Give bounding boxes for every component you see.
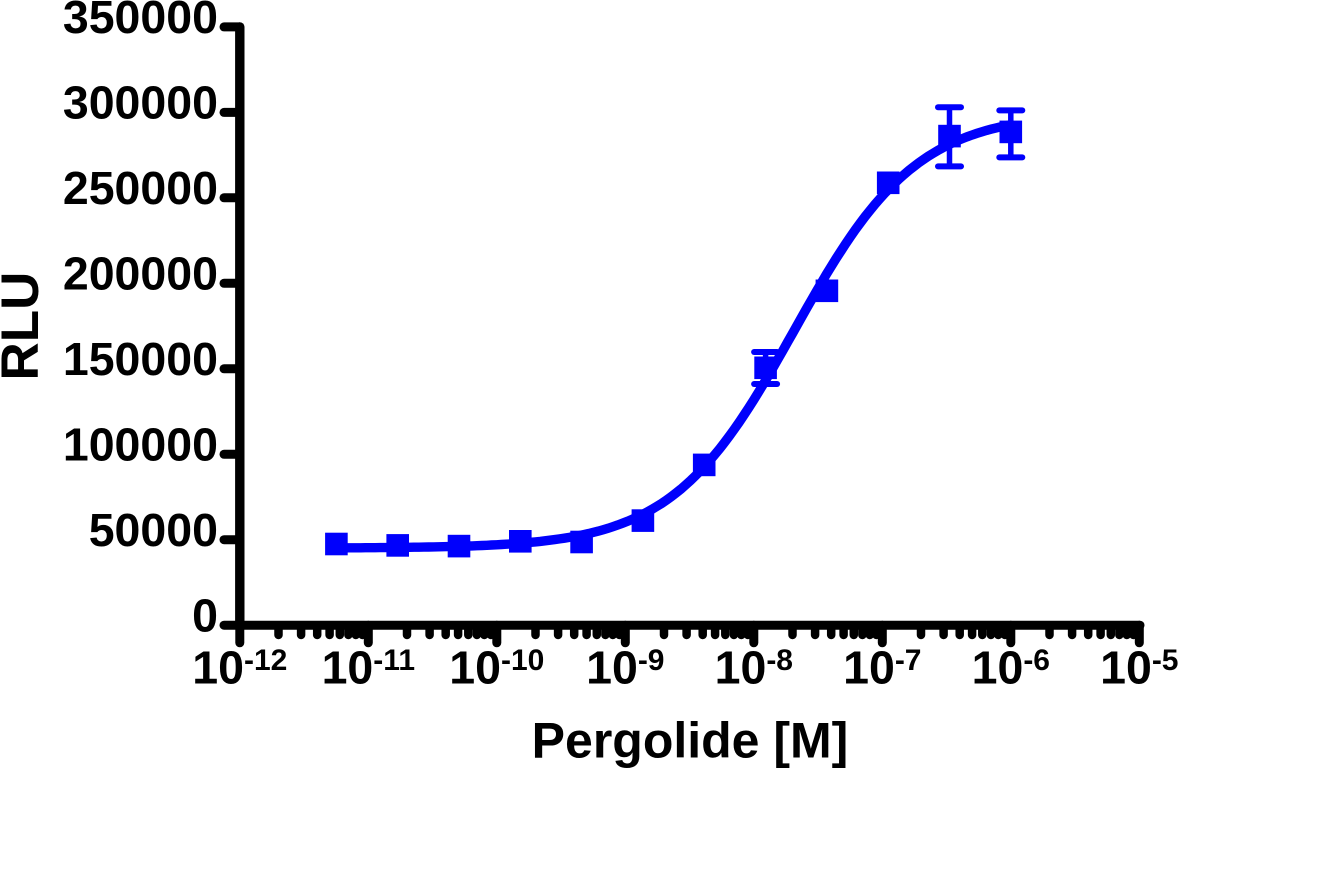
svg-text:0: 0 bbox=[192, 589, 218, 641]
svg-text:50000: 50000 bbox=[89, 504, 218, 556]
svg-text:10-7: 10-7 bbox=[843, 642, 921, 694]
svg-text:350000: 350000 bbox=[63, 0, 218, 43]
svg-text:300000: 300000 bbox=[63, 77, 218, 129]
svg-text:10-5: 10-5 bbox=[1100, 642, 1178, 694]
svg-text:Pergolide [M]: Pergolide [M] bbox=[532, 712, 849, 768]
svg-text:RLU: RLU bbox=[0, 272, 50, 381]
svg-text:150000: 150000 bbox=[63, 333, 218, 385]
svg-text:250000: 250000 bbox=[63, 162, 218, 214]
svg-text:200000: 200000 bbox=[63, 248, 218, 300]
svg-text:100000: 100000 bbox=[63, 419, 218, 471]
